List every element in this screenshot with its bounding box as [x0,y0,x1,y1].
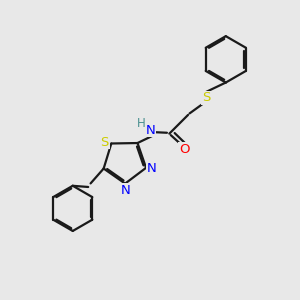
Text: O: O [179,143,189,156]
Text: H: H [137,117,146,130]
Text: N: N [147,162,157,175]
Text: N: N [146,124,155,136]
Text: N: N [121,184,130,196]
Text: S: S [202,92,210,104]
Text: S: S [100,136,109,148]
